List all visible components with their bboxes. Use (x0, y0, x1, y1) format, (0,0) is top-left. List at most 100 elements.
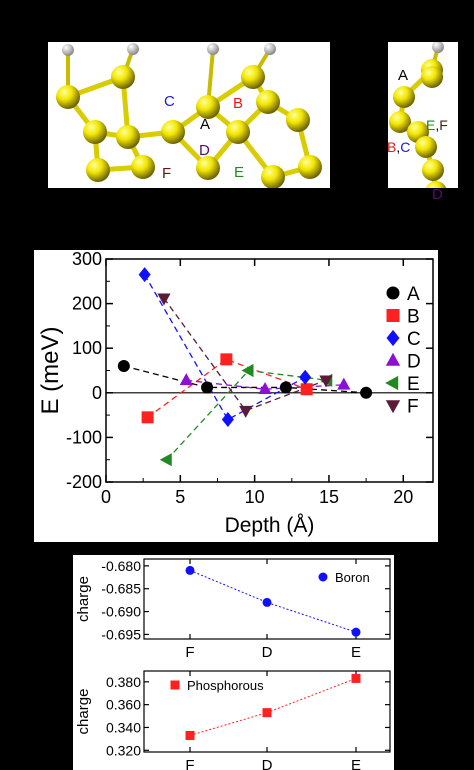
atom (389, 111, 411, 133)
atom (421, 66, 443, 88)
x-tick-label: 5 (175, 487, 185, 507)
y-tick-label: -0.685 (101, 581, 141, 597)
atom (241, 65, 265, 89)
site-label-c-part: C (400, 139, 410, 155)
series-lines (123, 274, 367, 461)
legend-label-f: F (407, 397, 419, 418)
data-point-d (179, 373, 193, 386)
data-point-boron (262, 597, 272, 607)
site-label-e: E (234, 164, 244, 181)
data-point-a (360, 386, 373, 399)
atom (196, 156, 220, 180)
data-point-c (138, 267, 151, 283)
x-tick-label: 10 (245, 487, 265, 507)
y-tick-label: 0.320 (106, 742, 141, 758)
legend-marker-a (386, 286, 400, 300)
site-label-ef: E,F (426, 117, 448, 133)
data-point-b (220, 353, 233, 366)
legend-marker-e (385, 375, 399, 391)
charge-charts: -0.680 -0.685 -0.690 -0.695 F D E Boron 0.380 0.… (75, 558, 391, 770)
atom (161, 120, 185, 144)
data-point-phosphorous (262, 708, 272, 718)
data-point-f (239, 405, 253, 418)
atom (56, 85, 80, 109)
hydrogen-atom (264, 43, 276, 55)
data-point-f (319, 375, 333, 388)
phosphorous-charge-chart: 0.380 0.360 0.340 0.320 F D E Phosphorous (106, 670, 391, 770)
x-tick-label: E (351, 644, 361, 661)
site-label-e-part: E (426, 117, 435, 133)
y-axis-label: E (meV) (37, 326, 64, 414)
atom (116, 125, 140, 149)
data-point-c (299, 369, 312, 385)
legend-marker-boron (318, 572, 328, 582)
site-label-d-outside: D (432, 186, 443, 203)
boron-y-axis-label: charge (75, 576, 92, 622)
structure-side-view: C B A D F E (48, 42, 330, 188)
hydrogen-atom (127, 43, 139, 55)
y-tick-label: 100 (72, 338, 102, 358)
x-tick-label: D (262, 644, 273, 661)
legend-label-phosphorous: Phosphorous (187, 678, 264, 693)
atom (83, 120, 107, 144)
structure-edge-view: A B,C E,F (388, 42, 458, 188)
axis-ticks: 0 5 10 15 20 300 200 100 0 -100 -200 (66, 250, 433, 507)
x-tick-label: F (185, 644, 194, 661)
y-tick-label: -0.690 (101, 604, 141, 620)
atom (86, 158, 110, 182)
legend-label-c: C (407, 329, 421, 350)
data-point-a (279, 381, 292, 394)
y-tick-label: -200 (66, 472, 102, 492)
atom (261, 165, 285, 188)
legend-marker-phosphorous (170, 680, 180, 690)
atom (131, 155, 155, 179)
y-tick-label: 0.340 (106, 719, 141, 735)
bonds (66, 47, 313, 180)
legend-label-a: A (407, 284, 420, 305)
y-tick-label: -0.695 (101, 626, 141, 642)
data-point-e (159, 453, 172, 467)
site-label-a: A (200, 116, 210, 133)
structure-side-view-svg: C B A D F E (56, 43, 322, 188)
site-label-a: A (398, 67, 408, 84)
data-point-b (141, 411, 154, 424)
site-label-b-part: B (388, 139, 396, 155)
legend-label-d: D (407, 352, 421, 373)
y-tick-label: 0.380 (106, 674, 141, 690)
legend-marker-d (385, 352, 401, 366)
site-label-b: B (233, 95, 243, 112)
data-point-c (221, 412, 234, 428)
atom (422, 159, 444, 181)
site-label-comma: , (396, 139, 400, 155)
data-point-boron (185, 565, 195, 575)
series-line-d (186, 379, 344, 390)
atoms (389, 42, 447, 188)
data-point-a (201, 381, 214, 394)
legend-label-boron: Boron (335, 570, 370, 585)
site-label-f: F (162, 165, 171, 182)
x-tick-label: 0 (101, 487, 111, 507)
legend-marker-c (386, 329, 400, 347)
x-tick-label: E (351, 757, 361, 770)
boron-charge-chart: -0.680 -0.685 -0.690 -0.695 F D E Boron (101, 558, 391, 661)
site-label-comma2: , (435, 117, 439, 133)
y-tick-label: 300 (72, 250, 102, 269)
y-tick-label: -0.680 (101, 558, 141, 574)
hydrogen-atom (62, 44, 74, 56)
legend-label-b: B (407, 307, 420, 328)
y-tick-label: 0.360 (106, 697, 141, 713)
atom (425, 181, 447, 188)
site-label-bc: B,C (388, 139, 410, 155)
data-point-phosphorous (185, 730, 195, 740)
data-point-boron (351, 627, 361, 637)
atom (393, 86, 415, 108)
atom (111, 65, 135, 89)
atoms (56, 43, 322, 188)
legend-marker-b (386, 309, 400, 322)
series-line-b (147, 358, 307, 418)
data-point-phosphorous (351, 673, 361, 683)
hydrogen-atom (432, 42, 444, 53)
